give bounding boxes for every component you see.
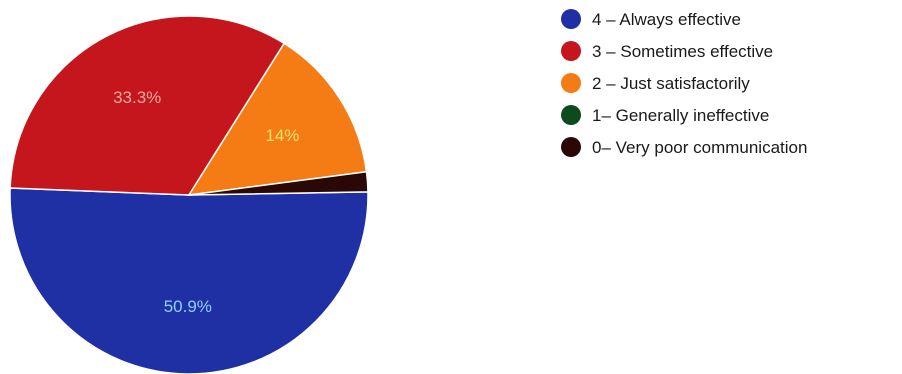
legend-label-4: 0– Very poor communication: [592, 138, 807, 157]
legend: 4 – Always effective 3 – Sometimes effect…: [561, 9, 807, 157]
pie-slice-label-0: 50.9%: [164, 297, 212, 316]
legend-swatch-2: [561, 73, 581, 93]
pie-slice-0: [9, 187, 369, 374]
legend-label-0: 4 – Always effective: [592, 10, 741, 29]
pie-slice-1: [9, 15, 286, 196]
legend-swatch-4: [561, 137, 581, 157]
legend-label-2: 2 – Just satisfactorily: [592, 74, 750, 93]
pie-slice-4: [188, 170, 369, 196]
legend-item: 2 – Just satisfactorily: [561, 73, 750, 93]
legend-label-1: 3 – Sometimes effective: [592, 42, 773, 61]
pie-slice-label-1: 33.3%: [113, 88, 161, 107]
pie-slice-label-2: 14%: [265, 126, 299, 145]
pie-slice-labels: 50.9% 33.3% 14%: [113, 88, 299, 316]
legend-swatch-3: [561, 105, 581, 125]
legend-swatch-1: [561, 41, 581, 61]
legend-item: 0– Very poor communication: [561, 137, 807, 157]
legend-item: 3 – Sometimes effective: [561, 41, 773, 61]
pie-slices: [9, 15, 369, 374]
legend-item: 1– Generally ineffective: [561, 105, 769, 125]
legend-label-3: 1– Generally ineffective: [592, 106, 769, 125]
pie-slice-2: [187, 42, 368, 196]
legend-item: 4 – Always effective: [561, 9, 741, 29]
legend-swatch-0: [561, 9, 581, 29]
